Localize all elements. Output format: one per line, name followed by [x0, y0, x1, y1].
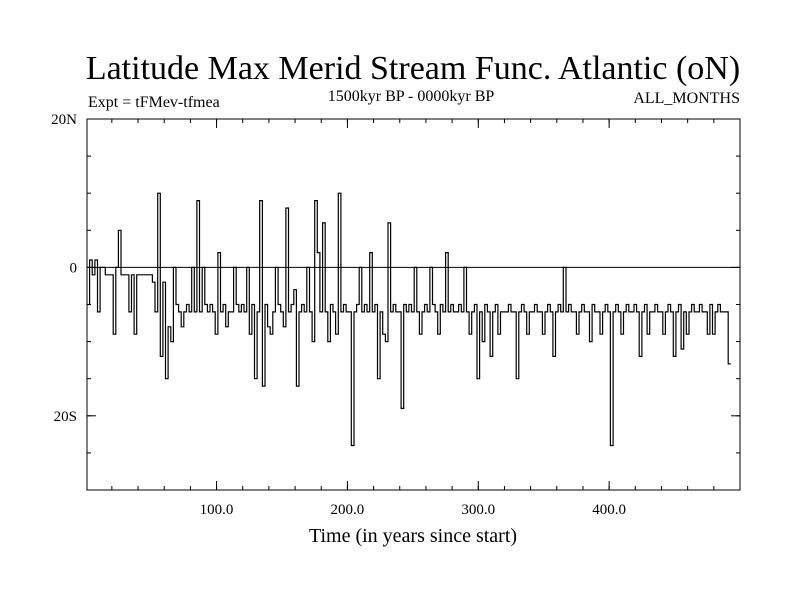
x-tick-label: 400.0 [592, 502, 626, 518]
x-tick-label: 200.0 [331, 502, 365, 518]
x-axis-label: Time (in years since start) [309, 525, 517, 547]
x-tick-label: 100.0 [200, 502, 234, 518]
experiment-label: Expt = tFMev-tfmea [88, 94, 220, 111]
series-line [87, 192, 731, 447]
months-label: ALL_MONTHS [633, 90, 740, 107]
x-tick-label: 300.0 [461, 502, 495, 518]
y-tick-label: 20N [51, 112, 77, 128]
chart-title: Latitude Max Merid Stream Func. Atlantic… [86, 50, 740, 87]
plot-area: 20N 0 20S 100.0 200.0 300.0 400.0 [51, 112, 741, 518]
period-label: 1500kyr BP - 0000kyr BP [328, 88, 495, 105]
y-tick-label: 0 [70, 260, 78, 276]
y-tick-label: 20S [54, 409, 77, 425]
